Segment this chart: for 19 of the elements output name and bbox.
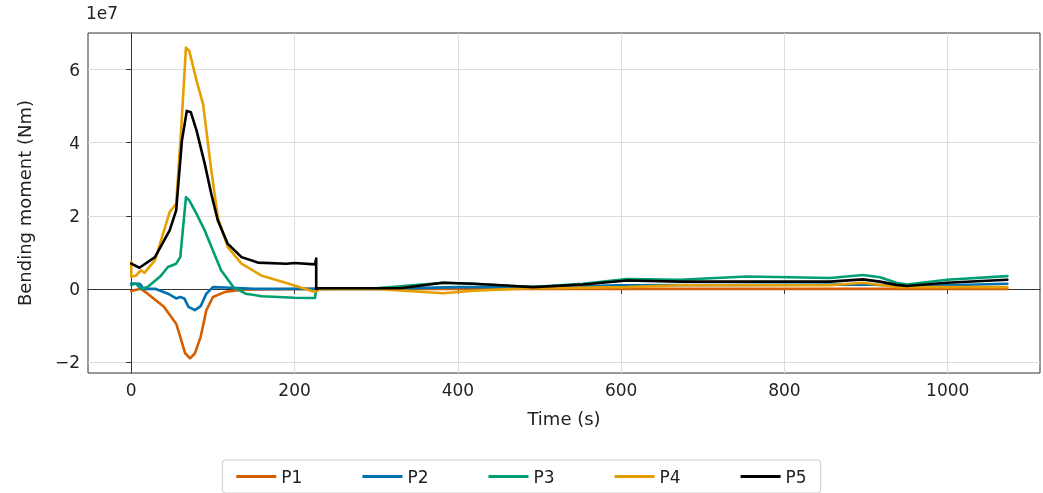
x-tick-label: 400 — [441, 379, 475, 400]
text: 1e7 — [86, 2, 119, 23]
y-tick-label: 2 — [69, 205, 80, 226]
x-axis-title: Time (s) — [526, 407, 601, 429]
legend-label: P5 — [785, 466, 807, 487]
y-axis-title: Bending moment (Nm) — [13, 99, 35, 307]
x-tick-label: 800 — [768, 379, 801, 400]
legend-label: P4 — [659, 466, 681, 487]
y-tick-label: −2 — [54, 352, 80, 373]
legend-label: P1 — [281, 466, 303, 487]
y-tick-label: 6 — [69, 59, 80, 80]
x-tick-label: 200 — [278, 379, 311, 400]
y-tick-label: 4 — [69, 132, 80, 153]
legend-label: P3 — [533, 466, 555, 487]
legend-label: P2 — [407, 466, 429, 487]
x-tick-label: 1000 — [926, 379, 970, 400]
y-tick-label: 0 — [69, 278, 80, 299]
x-tick-label: 0 — [125, 379, 137, 400]
x-tick-label: 600 — [604, 379, 638, 400]
